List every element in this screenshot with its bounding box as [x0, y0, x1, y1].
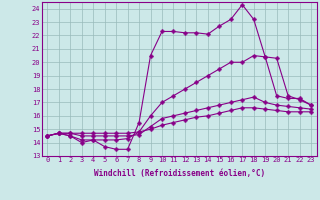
X-axis label: Windchill (Refroidissement éolien,°C): Windchill (Refroidissement éolien,°C): [94, 169, 265, 178]
